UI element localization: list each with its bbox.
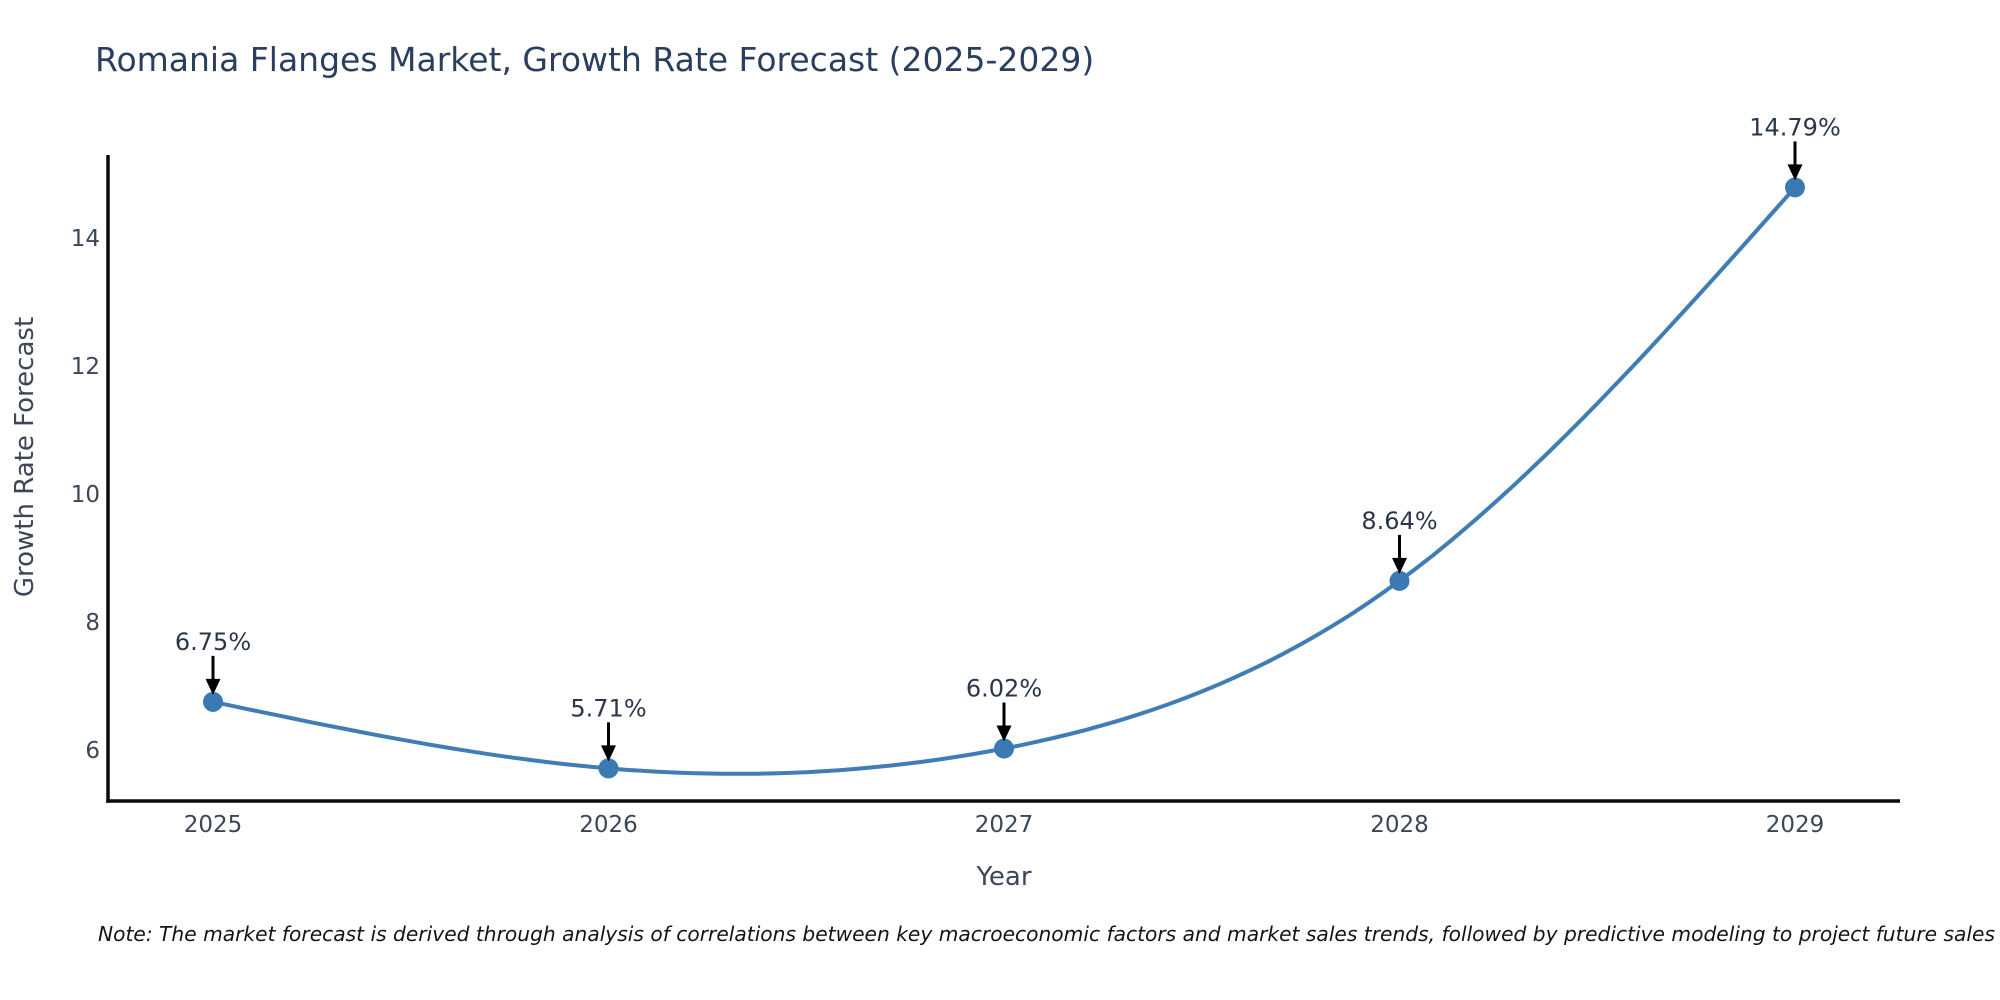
y-tick-label: 10: [71, 482, 100, 508]
x-tick-label: 2026: [579, 812, 638, 838]
data-point-marker: [1785, 177, 1805, 198]
footnote: Note: The market forecast is derived thr…: [98, 922, 1995, 946]
data-point-marker: [598, 758, 619, 779]
data-point-marker: [1389, 570, 1410, 591]
x-tick-label: 2027: [975, 812, 1034, 838]
annotation-arrow-head: [601, 745, 616, 762]
data-point-marker: [994, 738, 1014, 759]
data-point-marker: [203, 691, 223, 712]
y-tick-label: 14: [71, 226, 100, 252]
point-annotation-label: 8.64%: [1361, 507, 1437, 535]
y-tick-label: 8: [85, 610, 100, 636]
x-tick-label: 2028: [1370, 812, 1429, 838]
x-axis-title: Year: [975, 862, 1031, 892]
point-annotation-label: 6.75%: [175, 628, 251, 656]
y-tick-label: 12: [71, 354, 100, 380]
annotation-arrow-head: [996, 725, 1012, 742]
annotation-arrow-head: [205, 678, 221, 695]
x-tick-label: 2029: [1766, 812, 1825, 838]
y-axis-title: Growth Rate Forecast: [10, 317, 40, 597]
point-annotation-label: 5.71%: [570, 694, 646, 722]
plot-area: 2025 2026 2027 2028 2029 6 8 10 12 14 6.75% 5.71% 6.…: [71, 113, 1841, 838]
x-tick-label: 2025: [184, 812, 243, 838]
point-annotation-label: 14.79%: [1749, 113, 1841, 141]
point-annotation-label: 6.02%: [966, 675, 1042, 703]
annotation-arrow-head: [1787, 164, 1803, 181]
annotation-arrow-head: [1392, 557, 1407, 574]
y-tick-label: 6: [85, 738, 100, 764]
chart-title: Romania Flanges Market, Growth Rate Fore…: [95, 40, 1094, 79]
